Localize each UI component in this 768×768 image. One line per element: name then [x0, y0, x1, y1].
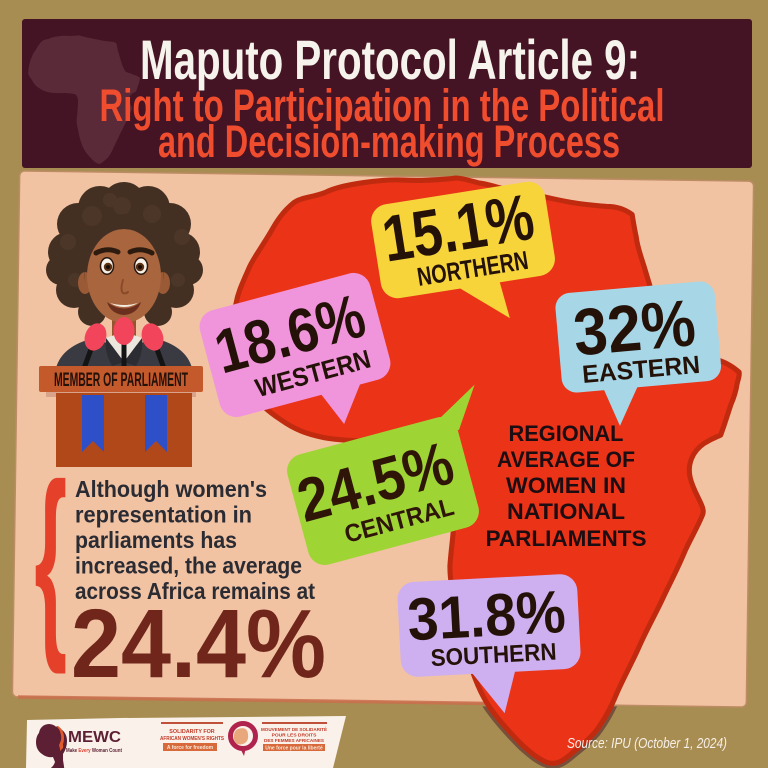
- svg-text:and Decision-making Process: and Decision-making Process: [158, 116, 620, 167]
- svg-text:Although women's: Although women's: [75, 476, 267, 502]
- svg-text:Maputo Protocol Article 9:: Maputo Protocol Article 9:: [140, 28, 640, 91]
- svg-text:MEWC: MEWC: [68, 729, 121, 746]
- svg-text:Make Every Woman Count: Make Every Woman Count: [66, 748, 122, 754]
- svg-text:MOUVEMENT DE SOLIDARITÉ: MOUVEMENT DE SOLIDARITÉ: [261, 725, 328, 733]
- svg-text:increased, the average: increased, the average: [75, 553, 302, 579]
- svg-text:32%: 32%: [570, 285, 698, 369]
- svg-text:31.8%: 31.8%: [406, 578, 567, 653]
- svg-text:24.4%: 24.4%: [71, 589, 326, 698]
- svg-text:AVERAGE OF: AVERAGE OF: [497, 447, 635, 472]
- svg-text:PARLIAMENTS: PARLIAMENTS: [486, 526, 647, 551]
- svg-text:WOMEN IN: WOMEN IN: [506, 473, 626, 498]
- svg-text:Une force pour la liberté: Une force pour la liberté: [265, 746, 323, 752]
- svg-text:representation in: representation in: [75, 502, 252, 528]
- svg-text:{: {: [34, 440, 67, 675]
- svg-text:A force for freedom: A force for freedom: [167, 745, 214, 751]
- svg-text:REGIONAL: REGIONAL: [509, 421, 624, 446]
- svg-text:NATIONAL: NATIONAL: [507, 499, 625, 524]
- svg-text:AFRICAN WOMEN'S RIGHTS: AFRICAN WOMEN'S RIGHTS: [160, 736, 224, 742]
- svg-text:SOLIDARITY FOR: SOLIDARITY FOR: [169, 729, 215, 735]
- svg-text:POUR LES DROITS: POUR LES DROITS: [272, 733, 318, 739]
- svg-text:across Africa remains at: across Africa remains at: [75, 578, 315, 604]
- svg-text:DES FEMMES AFRICAINES: DES FEMMES AFRICAINES: [264, 738, 325, 744]
- svg-text:Source: IPU (October 1, 2024): Source: IPU (October 1, 2024): [567, 736, 727, 752]
- svg-text:parliaments has: parliaments has: [75, 527, 237, 553]
- svg-text:SOUTHERN: SOUTHERN: [430, 639, 557, 673]
- svg-text:Right to Participation in the: Right to Participation in the Political: [100, 80, 665, 131]
- svg-text:MEMBER OF PARLIAMENT: MEMBER OF PARLIAMENT: [54, 370, 188, 391]
